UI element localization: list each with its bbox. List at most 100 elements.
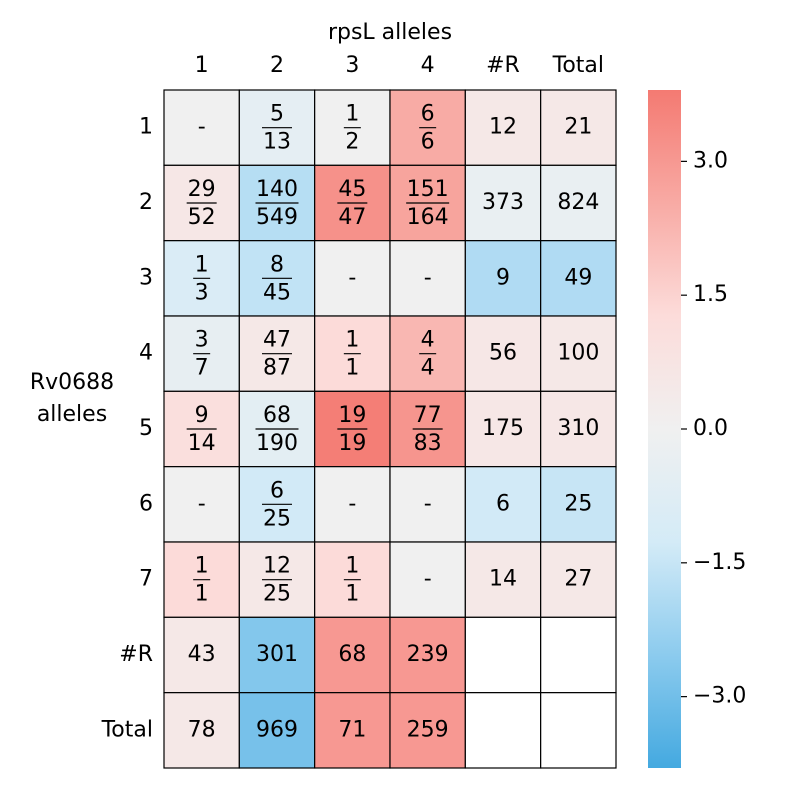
fraction-denominator: 2 (345, 130, 359, 155)
fraction-numerator: 77 (414, 403, 442, 428)
cell (464, 390, 542, 468)
fraction-numerator: 5 (270, 102, 284, 127)
cell (314, 616, 391, 694)
fraction-denominator: 47 (338, 205, 366, 230)
cell-label: 259 (407, 717, 449, 742)
row-label: #R (119, 642, 153, 667)
cell-label: 43 (188, 642, 216, 667)
row-label: 3 (139, 265, 153, 290)
cell (163, 692, 240, 769)
row-label: 7 (139, 567, 153, 592)
fraction-numerator: 47 (263, 328, 291, 353)
cell (238, 616, 316, 694)
fraction-numerator: 6 (270, 478, 284, 503)
y-axis-label: alleles (37, 402, 107, 427)
cell-label: 21 (564, 115, 592, 140)
cell (540, 541, 617, 618)
cell-label: - (348, 265, 356, 290)
cell-label: 56 (489, 341, 517, 366)
colorbar-tick-label: 3.0 (693, 148, 728, 173)
empty-cell (540, 692, 617, 769)
cell-label: 969 (256, 717, 298, 742)
cell-label: 49 (564, 265, 592, 290)
fraction-numerator: 4 (421, 328, 435, 353)
cell (540, 390, 617, 468)
cell-label: 301 (256, 642, 298, 667)
column-label: 2 (270, 53, 284, 78)
colorbar (648, 90, 681, 768)
fraction-denominator: 164 (407, 205, 449, 230)
fraction-numerator: 151 (407, 177, 449, 202)
row-label: 4 (139, 341, 153, 366)
fraction-numerator: 140 (256, 177, 298, 202)
colorbar-tick-label: −1.5 (693, 550, 746, 575)
fraction-numerator: 8 (270, 252, 284, 277)
cell-label: 78 (188, 717, 216, 742)
fraction-numerator: 12 (263, 554, 291, 579)
cell-label: 824 (557, 190, 599, 215)
colorbar-tick-label: −3.0 (693, 684, 746, 709)
empty-cell (464, 692, 542, 769)
fraction-numerator: 1 (345, 554, 359, 579)
column-label: 1 (195, 53, 209, 78)
row-label: 2 (139, 190, 153, 215)
cell-label: 9 (496, 265, 510, 290)
cell (238, 240, 316, 317)
cell-label: 25 (564, 491, 592, 516)
fraction-denominator: 14 (188, 431, 216, 456)
cell-label: 14 (489, 567, 517, 592)
cell-label: 100 (557, 341, 599, 366)
cell-label: 71 (338, 717, 366, 742)
row-label: 1 (139, 115, 153, 140)
colorbar-tick-label: 0.0 (693, 416, 728, 441)
empty-cell (540, 616, 617, 694)
fraction-numerator: 3 (195, 328, 209, 353)
cell (389, 541, 466, 618)
fraction-numerator: 1 (195, 554, 209, 579)
fraction-denominator: 1 (195, 582, 209, 607)
row-label: Total (101, 717, 153, 742)
fraction-denominator: 7 (195, 356, 209, 381)
cell (464, 541, 542, 618)
column-label: #R (486, 53, 520, 78)
fraction-denominator: 4 (421, 356, 435, 381)
column-label: Total (552, 53, 604, 78)
fraction-numerator: 1 (345, 102, 359, 127)
fraction-numerator: 29 (188, 177, 216, 202)
fraction-denominator: 3 (195, 280, 209, 305)
fraction-denominator: 190 (256, 431, 298, 456)
cell (314, 240, 391, 317)
cell-label: 373 (482, 190, 524, 215)
cell (389, 692, 466, 769)
cell (540, 240, 617, 317)
cell (464, 466, 542, 543)
fraction-numerator: 6 (421, 102, 435, 127)
fraction-denominator: 6 (421, 130, 435, 155)
fraction-denominator: 87 (263, 356, 291, 381)
y-axis-label: Rv0688 (30, 370, 114, 395)
cell (389, 240, 466, 317)
cell-label: - (424, 567, 432, 592)
fraction-denominator: 1 (345, 356, 359, 381)
cell (163, 89, 240, 166)
fraction-denominator: 52 (188, 205, 216, 230)
row-label: 5 (139, 416, 153, 441)
cell (389, 616, 466, 694)
fraction-denominator: 45 (263, 280, 291, 305)
fraction-numerator: 19 (338, 403, 366, 428)
cell-label: - (424, 265, 432, 290)
fraction-denominator: 25 (263, 506, 291, 531)
cell-label: - (424, 491, 432, 516)
column-label: 4 (421, 53, 435, 78)
fraction-numerator: 1 (345, 328, 359, 353)
cell-label: - (348, 491, 356, 516)
cell (163, 616, 240, 694)
cell-label: - (198, 115, 206, 140)
fraction-denominator: 83 (414, 431, 442, 456)
cell (464, 164, 542, 242)
cell-label: 175 (482, 416, 524, 441)
cell (540, 466, 617, 543)
fraction-denominator: 25 (263, 582, 291, 607)
fraction-numerator: 9 (195, 403, 209, 428)
